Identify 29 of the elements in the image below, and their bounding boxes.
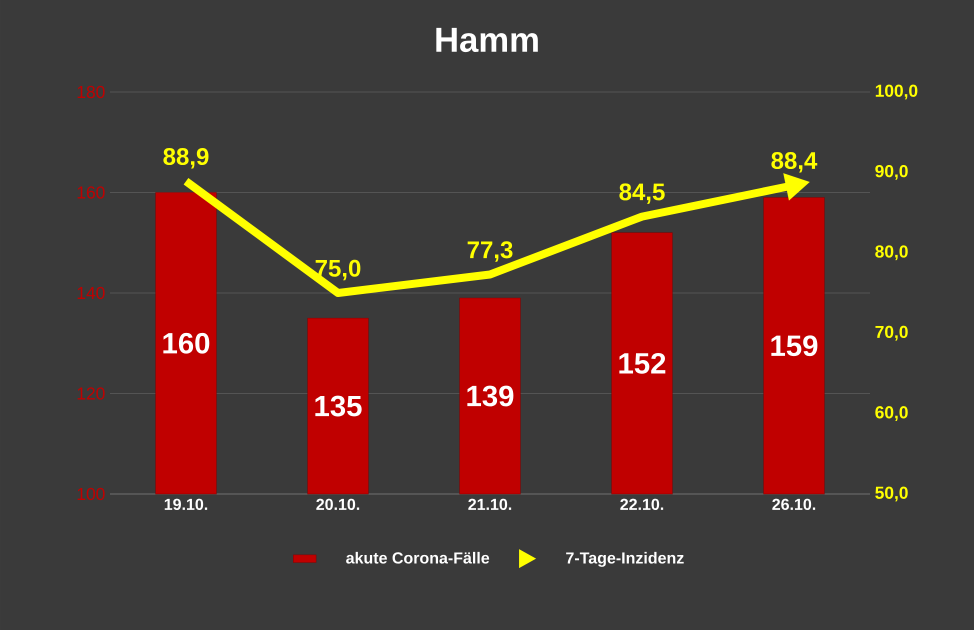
data-label: 135 — [315, 396, 362, 416]
data-label: 152 — [619, 352, 666, 374]
legend-label: akute Corona-Fälle — [346, 552, 490, 564]
y2-tick-label: 60,0 — [875, 406, 908, 421]
x-tick-label: 22.10. — [620, 498, 664, 510]
data-label: 88,4 — [771, 152, 818, 173]
y-tick-label: 120 — [78, 387, 105, 400]
x-tick-label: 20.10. — [316, 498, 360, 510]
data-label: 159 — [771, 335, 818, 356]
chart-title: Hamm — [436, 28, 538, 52]
data-label: 84,5 — [619, 183, 665, 204]
y-tick-label: 100 — [78, 488, 105, 500]
x-tick-label: 26.10. — [772, 498, 816, 510]
data-label: 75,0 — [316, 260, 360, 280]
y2-tick-label: 80,0 — [875, 245, 908, 260]
y-tick-label: 160 — [78, 186, 105, 199]
y2-tick-label: 100,0 — [876, 84, 918, 100]
data-label: 139 — [467, 386, 514, 406]
legend-label: 7-Tage-Inzidenz — [566, 552, 684, 567]
y2-tick-label: 70,0 — [875, 326, 908, 341]
y2-tick-label: 90,0 — [875, 164, 908, 180]
y2-tick-label: 50,0 — [875, 486, 908, 502]
data-label: 88,9 — [163, 148, 208, 169]
data-label: 160 — [163, 332, 210, 354]
y-tick-label: 140 — [78, 286, 105, 300]
x-tick-label: 19.10. — [164, 498, 208, 510]
y-tick-label: 180 — [78, 86, 105, 98]
x-tick-label: 21.10. — [468, 498, 512, 510]
data-label: 77,3 — [468, 241, 512, 262]
